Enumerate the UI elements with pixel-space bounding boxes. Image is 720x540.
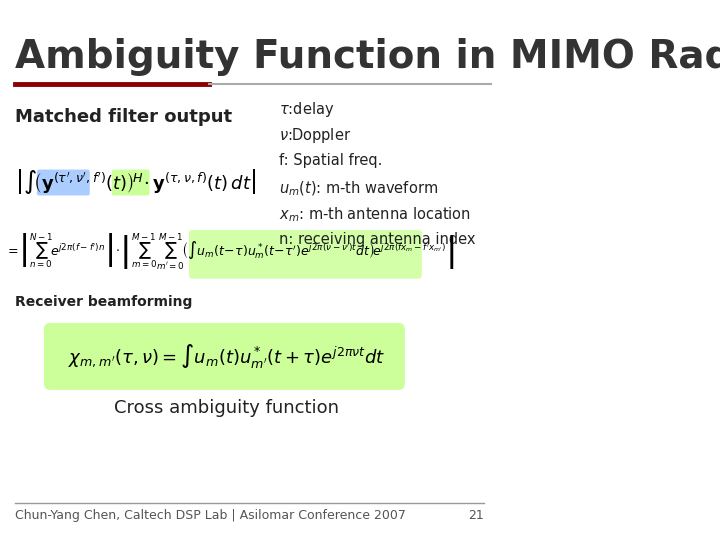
Text: Ambiguity Function in MIMO Radar: Ambiguity Function in MIMO Radar <box>15 38 720 76</box>
Text: $u_m(t)$: m-th waveform: $u_m(t)$: m-th waveform <box>279 179 438 198</box>
Text: $\left|\int\!\left(\mathbf{y}^{(\tau',\nu',f')}(t)\right)^{\!H}\!\cdot\mathbf{y}: $\left|\int\!\left(\mathbf{y}^{(\tau',\n… <box>15 167 256 197</box>
Text: Chun-Yang Chen, Caltech DSP Lab | Asilomar Conference 2007: Chun-Yang Chen, Caltech DSP Lab | Asilom… <box>15 509 406 522</box>
Text: Matched filter output: Matched filter output <box>15 108 232 126</box>
Text: $\nu$:Doppler: $\nu$:Doppler <box>279 126 351 145</box>
FancyBboxPatch shape <box>44 323 405 390</box>
Text: Receiver beamforming: Receiver beamforming <box>15 295 192 309</box>
FancyBboxPatch shape <box>112 170 150 195</box>
Text: 21: 21 <box>468 509 484 522</box>
Text: Cross ambiguity function: Cross ambiguity function <box>114 399 339 416</box>
Text: $=\!\left|\sum_{n=0}^{N-1}\!e^{j2\pi(f-f')n}\right|\!\cdot\!\left|\sum_{m=0}^{M-: $=\!\left|\sum_{n=0}^{N-1}\!e^{j2\pi(f-f… <box>5 231 454 272</box>
Text: $\chi_{m,m'}(\tau,\nu)=\int u_m(t)u_{m'}^*(t+\tau)e^{j2\pi\nu t}dt$: $\chi_{m,m'}(\tau,\nu)=\int u_m(t)u_{m'}… <box>68 342 385 370</box>
Text: $\tau$:delay: $\tau$:delay <box>279 100 335 119</box>
Text: $x_m$: m-th antenna location: $x_m$: m-th antenna location <box>279 206 471 225</box>
Text: n: receiving antenna index: n: receiving antenna index <box>279 232 476 247</box>
Text: f: Spatial freq.: f: Spatial freq. <box>279 153 382 168</box>
FancyBboxPatch shape <box>37 170 90 195</box>
FancyBboxPatch shape <box>189 230 422 279</box>
